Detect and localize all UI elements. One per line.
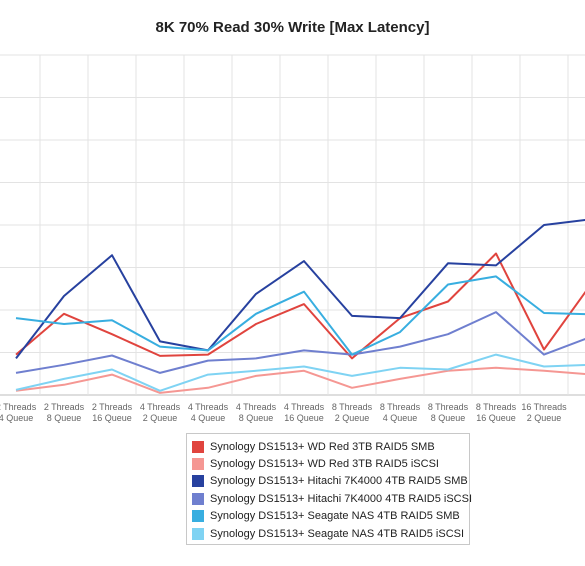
x-tick-label: 4 Threads 8 Queue [236,402,277,423]
x-tick-label: 8 Threads 2 Queue [332,402,373,423]
x-tick-label: 8 Threads 4 Queue [380,402,421,423]
series-line-6 [15,353,585,392]
legend: Synology DS1513+ WD Red 3TB RAID5 SMB Syn… [186,433,473,545]
x-tick-label: 2 Threads 16 Queue [92,402,133,423]
x-tick-label: 4 Threads 16 Queue [284,402,325,423]
x-tick-label: 8 Threads 16 Queue [476,402,517,423]
series-line-4 [15,311,585,374]
legend-label: Synology DS1513+ WD Red 3TB RAID5 iSCSI [210,458,439,471]
x-tick-label: 8 Threads 8 Queue [428,402,469,423]
legend-label: Synology DS1513+ Seagate NAS 4TB RAID5 S… [210,510,460,523]
legend-label: Synology DS1513+ Hitachi 7K4000 4TB RAID… [210,492,473,505]
legend-label: Synology DS1513+ Hitachi 7K4000 4TB RAID… [210,475,468,488]
x-tick-label: 4 Threads 4 Queue [188,402,229,423]
series-line-5 [15,275,585,356]
legend-swatch [192,475,204,488]
grid-layer [0,54,585,396]
legend-swatch [192,440,204,453]
series-line-1 [15,252,585,360]
legend-swatch [192,492,204,505]
legend-label: Synology DS1513+ Seagate NAS 4TB RAID5 i… [210,527,465,540]
legend-item: Synology DS1513+ WD Red 3TB RAID5 SMB [192,438,469,455]
legend-item: Synology DS1513+ WD Red 3TB RAID5 iSCSI [192,455,469,472]
x-tick-label: 16 Threads 2 Queue [521,402,567,423]
series-line-2 [15,366,585,394]
legend-label: Synology DS1513+ WD Red 3TB RAID5 SMB [210,440,435,453]
chart-title: 8K 70% Read 30% Write [Max Latency] [155,19,430,36]
legend-item: Synology DS1513+ Hitachi 7K4000 4TB RAID… [192,473,469,490]
series-layer [15,218,585,394]
x-tick-label: 2 Threads 8 Queue [44,402,85,423]
legend-swatch [192,527,204,540]
legend-swatch [192,510,204,523]
legend-item: Synology DS1513+ Hitachi 7K4000 4TB RAID… [192,490,473,507]
series-line-3 [15,218,585,360]
legend-item: Synology DS1513+ Seagate NAS 4TB RAID5 S… [192,508,469,525]
x-tick-label: 4 Threads 2 Queue [140,402,181,423]
legend-item: Synology DS1513+ Seagate NAS 4TB RAID5 i… [192,525,469,542]
legend-swatch [192,458,204,471]
